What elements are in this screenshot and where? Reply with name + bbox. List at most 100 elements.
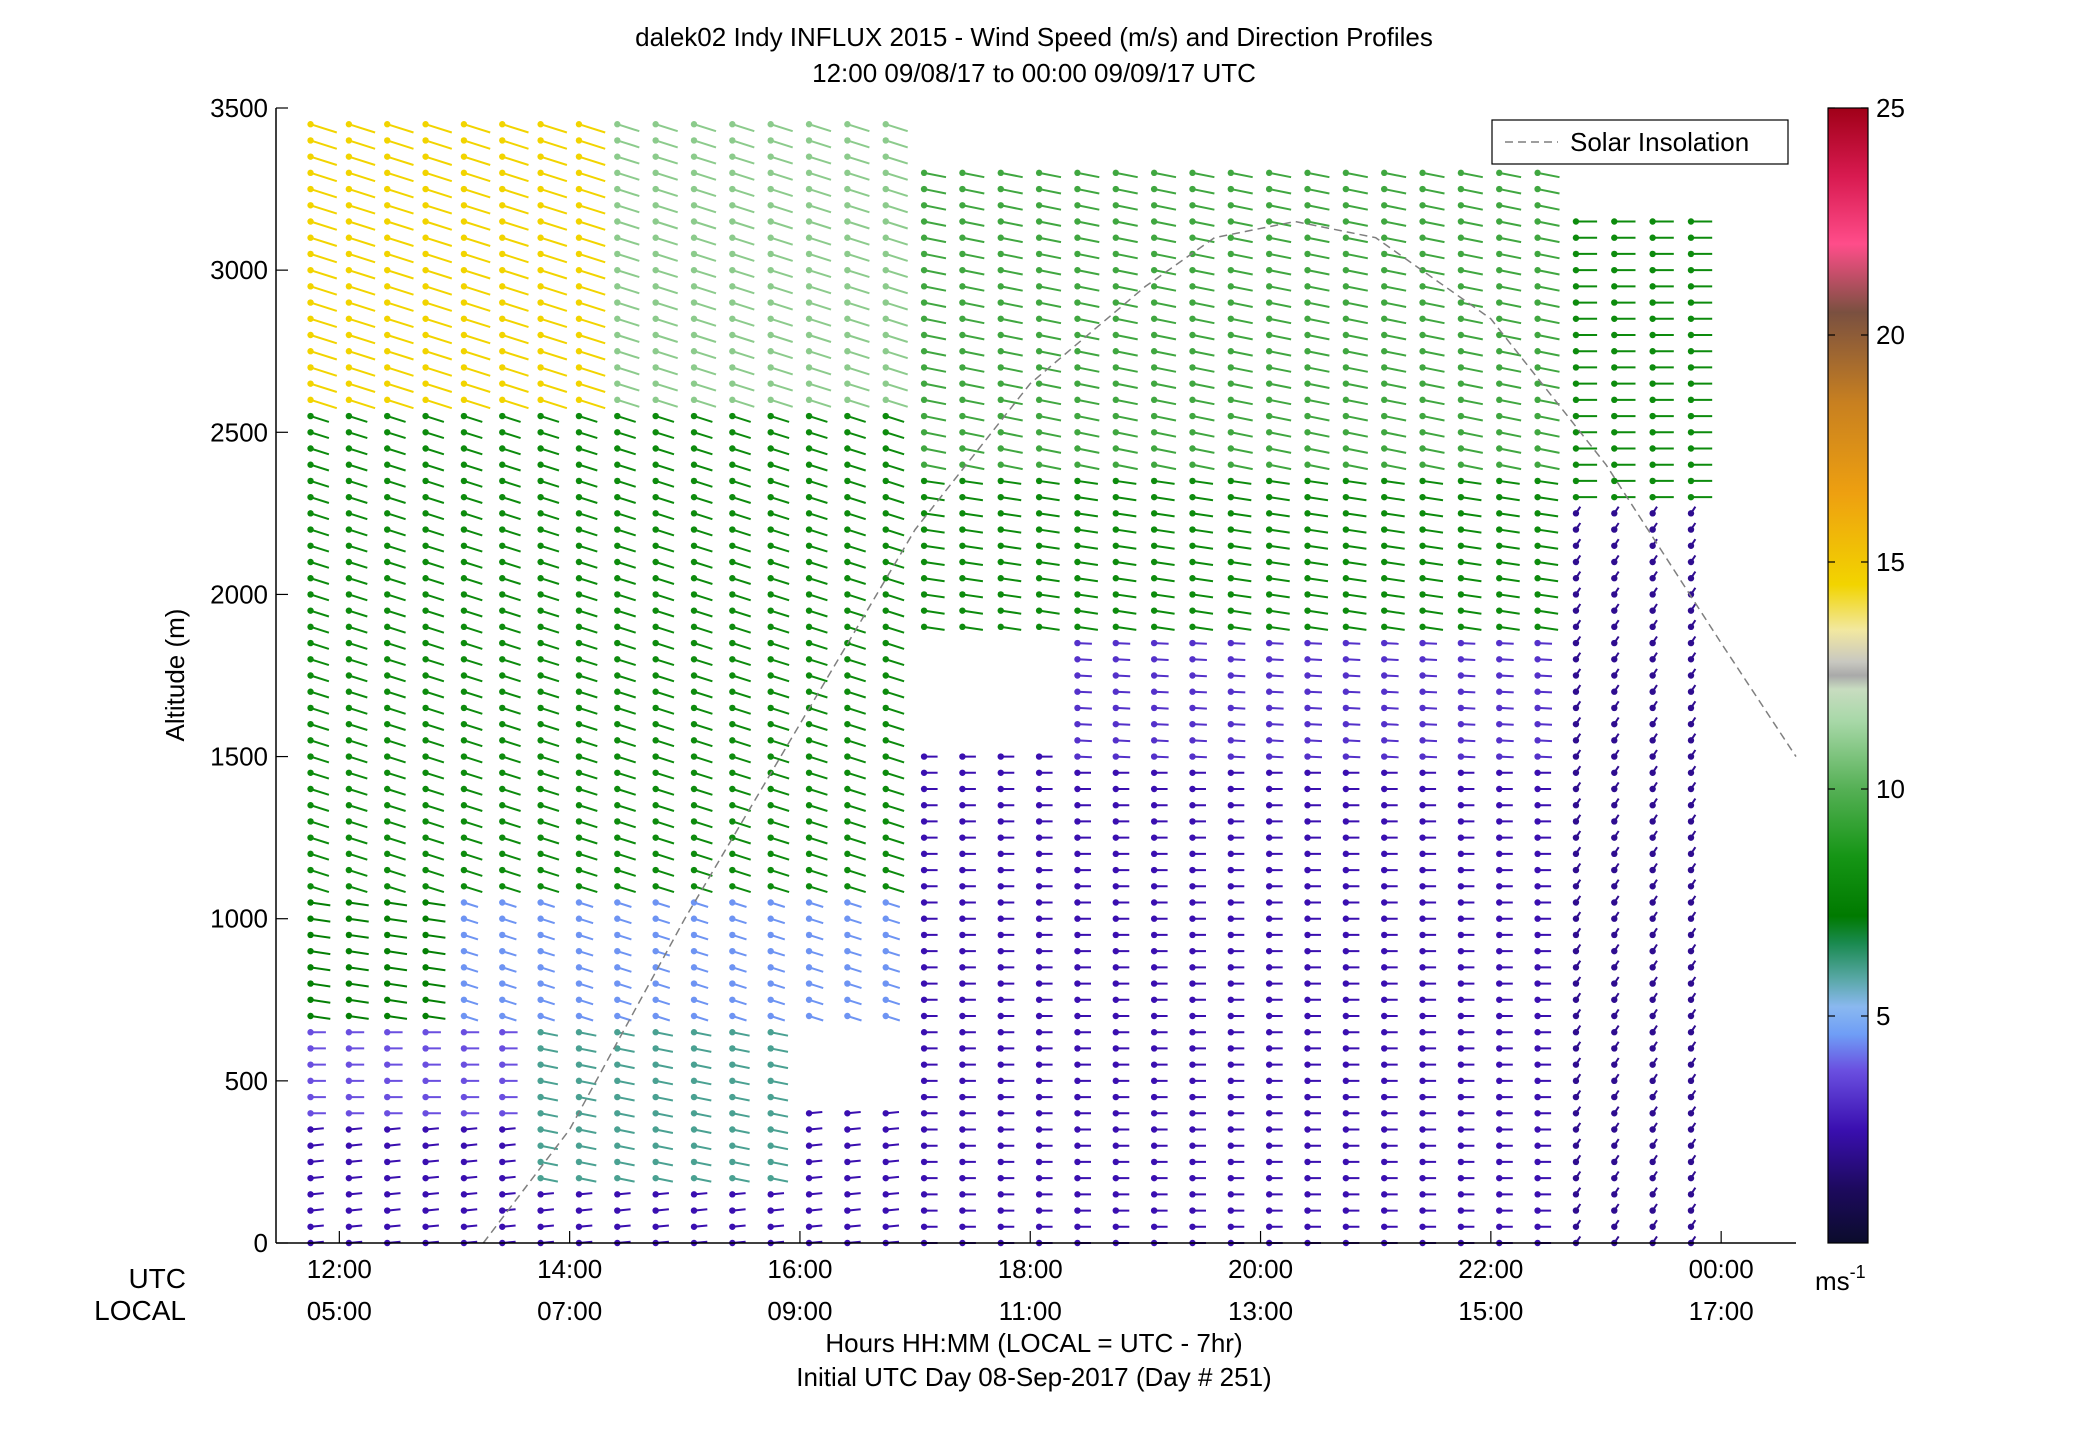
wind-barb-dot-1547 xyxy=(1189,1224,1195,1230)
wind-barb-dot-600 xyxy=(614,591,620,597)
wind-barb-dot-2322 xyxy=(1611,559,1617,565)
wind-barb-dot-271 xyxy=(422,251,428,257)
wind-barb-dot-1999 xyxy=(1419,413,1425,419)
wind-barb-dot-1311 xyxy=(1036,818,1042,824)
wind-barb-dot-2153 xyxy=(1534,1175,1540,1181)
wind-barb-dot-1705 xyxy=(1266,834,1272,840)
wind-barb-dot-2194 xyxy=(1534,510,1540,516)
wind-barb-dot-1959 xyxy=(1419,1061,1425,1067)
wind-barb-dot-314 xyxy=(461,689,467,695)
wind-barb-dot-643 xyxy=(652,1029,658,1035)
wind-barb-dot-1601 xyxy=(1189,348,1195,354)
wind-barb-dot-1854 xyxy=(1343,591,1349,597)
wind-barb-dot-33 xyxy=(307,705,313,711)
wind-barb-dot-2282 xyxy=(1611,1207,1617,1213)
wind-barb-dot-724 xyxy=(691,851,697,857)
wind-barb-dot-1847 xyxy=(1343,705,1349,711)
wind-barb-dot-59 xyxy=(307,283,313,289)
wind-barb-dot-955 xyxy=(806,429,812,435)
wind-barb-dot-2244 xyxy=(1573,786,1579,792)
wind-barb-dot-534 xyxy=(576,526,582,532)
wind-barb-dot-801 xyxy=(729,737,735,743)
wind-barb-dot-1102 xyxy=(883,153,889,159)
wind-barb-dot-179 xyxy=(384,607,390,613)
wind-barb-dot-658 xyxy=(652,786,658,792)
wind-barb-dot-1184 xyxy=(959,932,965,938)
wind-barb-dot-778 xyxy=(729,1110,735,1116)
wind-barb-dot-1635 xyxy=(1228,883,1234,889)
wind-barb-dot-2376 xyxy=(1649,721,1655,727)
wind-barb-dot-397 xyxy=(499,478,505,484)
wind-barb-dot-39 xyxy=(307,607,313,613)
wind-barb-dot-1817 xyxy=(1343,1191,1349,1197)
wind-barb-dot-2205 xyxy=(1534,332,1540,338)
wind-barb-dot-1625 xyxy=(1228,1045,1234,1051)
wind-barb-dot-1686 xyxy=(1266,1143,1272,1149)
wind-barb-dot-1460 xyxy=(1113,462,1119,468)
wind-barb-dot-1287 xyxy=(1036,1207,1042,1213)
wind-barb-dot-1275 xyxy=(998,316,1004,322)
wind-barb-dot-1842 xyxy=(1343,786,1349,792)
wind-barb-dot-333 xyxy=(461,380,467,386)
wind-barb-dot-2139 xyxy=(1496,316,1502,322)
wind-barb-dot-752 xyxy=(691,397,697,403)
wind-barb-dot-605 xyxy=(614,510,620,516)
wind-barb-dot-736 xyxy=(691,656,697,662)
wind-barb-dot-1957 xyxy=(1419,1094,1425,1100)
wind-barb-dot-1930 xyxy=(1381,445,1387,451)
wind-barb-dot-958 xyxy=(806,380,812,386)
wind-barb-dot-1018 xyxy=(844,462,850,468)
wind-barb-dot-1306 xyxy=(1036,899,1042,905)
wind-barb-dot-1477 xyxy=(1113,186,1119,192)
wind-barb-dot-1684 xyxy=(1266,1175,1272,1181)
wind-barb-dot-2456 xyxy=(1688,462,1694,468)
wind-barb-dot-594 xyxy=(614,689,620,695)
wind-barb-dot-89 xyxy=(346,932,352,938)
wind-barb-dot-508 xyxy=(576,948,582,954)
wind-barb-dot-1377 xyxy=(1074,721,1080,727)
wind-barb-dot-730 xyxy=(691,753,697,759)
wind-barb-dot-1691 xyxy=(1266,1061,1272,1067)
wind-barb-dot-1232 xyxy=(998,1126,1004,1132)
wind-barb-dot-1882 xyxy=(1381,1224,1387,1230)
wind-barb-dot-2348 xyxy=(1649,1175,1655,1181)
wind-barb-dot-213 xyxy=(422,1191,428,1197)
wind-barb-dot-103 xyxy=(346,705,352,711)
wind-barb-dot-2094 xyxy=(1496,1045,1502,1051)
wind-barb-dot-341 xyxy=(461,251,467,257)
wind-barb-dot-767 xyxy=(691,153,697,159)
wind-barb-dot-1406 xyxy=(1074,251,1080,257)
wind-barb-dot-1712 xyxy=(1266,721,1272,727)
wind-barb-dot-1171 xyxy=(959,1143,965,1149)
wind-barb-dot-1243 xyxy=(998,948,1004,954)
wind-barb-dot-19 xyxy=(307,932,313,938)
wind-barb-dot-2018 xyxy=(1458,1191,1464,1197)
wind-barb-dot-1226 xyxy=(998,1224,1004,1230)
wind-barb-dot-708 xyxy=(691,1110,697,1116)
wind-barb-dot-1449 xyxy=(1113,640,1119,646)
wind-barb-dot-1264 xyxy=(998,494,1004,500)
x-tick-label-local-5: 15:00 xyxy=(1458,1296,1523,1326)
wind-barb-dot-1830 xyxy=(1343,980,1349,986)
wind-barb-dot-2254 xyxy=(1573,624,1579,630)
wind-barb-dot-590 xyxy=(614,753,620,759)
wind-barb-dot-659 xyxy=(652,770,658,776)
wind-barb-dot-99 xyxy=(346,770,352,776)
wind-barb-dot-1681 xyxy=(1266,1224,1272,1230)
wind-barb-dot-1998 xyxy=(1419,429,1425,435)
wind-barb-dot-1564 xyxy=(1189,948,1195,954)
wind-barb-dot-810 xyxy=(729,591,735,597)
wind-barb-dot-54 xyxy=(307,364,313,370)
wind-barb-dot-1730 xyxy=(1266,429,1272,435)
wind-barb-dot-279 xyxy=(422,121,428,127)
wind-barb-dot-136 xyxy=(346,170,352,176)
wind-barb-dot-269 xyxy=(422,283,428,289)
wind-barb-dot-1246 xyxy=(998,899,1004,905)
wind-barb-dot-346 xyxy=(461,170,467,176)
wind-barb-dot-978 xyxy=(844,1191,850,1197)
wind-barb-dot-320 xyxy=(461,591,467,597)
wind-barb-dot-2088 xyxy=(1496,1143,1502,1149)
wind-barb-dot-646 xyxy=(652,980,658,986)
wind-barb-dot-1590 xyxy=(1189,526,1195,532)
wind-barb-dot-1199 xyxy=(959,575,965,581)
